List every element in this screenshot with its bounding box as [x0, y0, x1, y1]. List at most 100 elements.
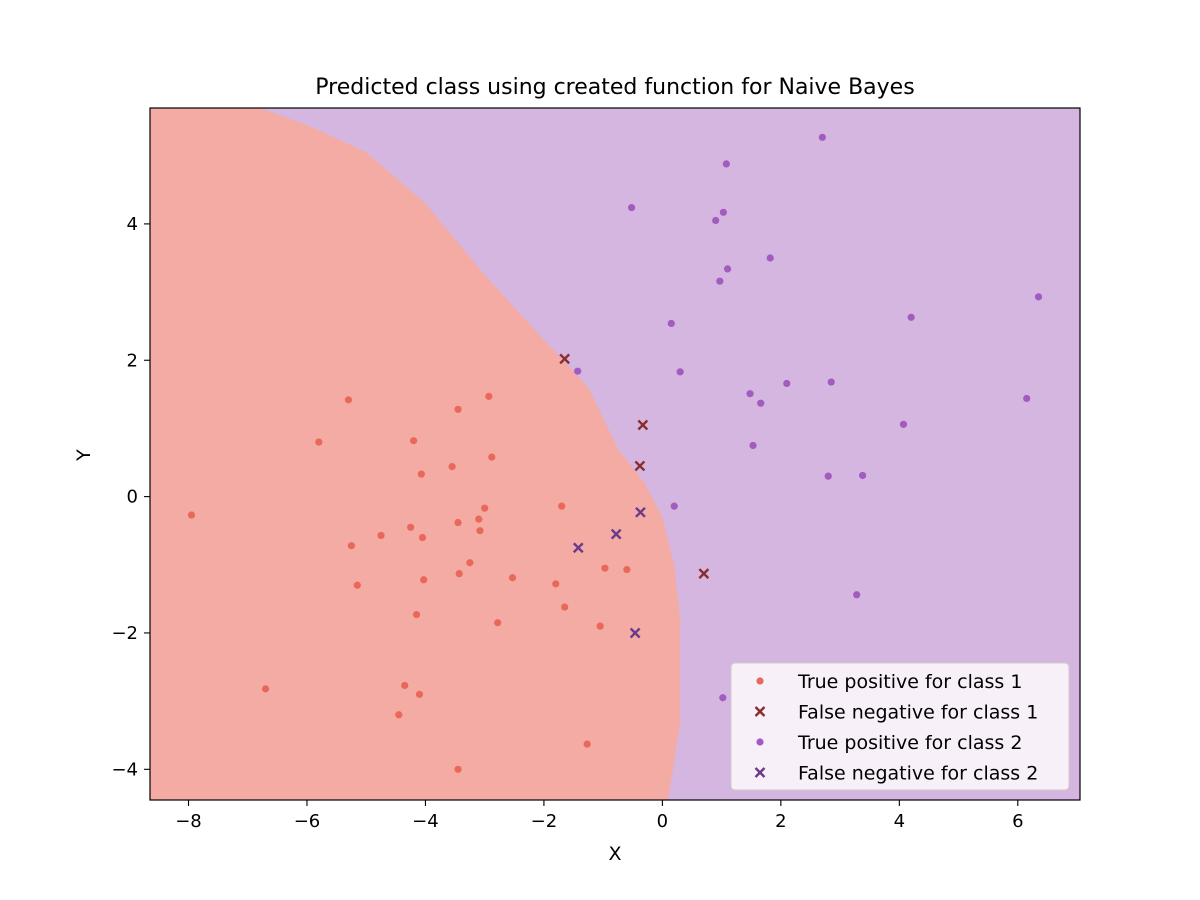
data-point — [859, 471, 867, 480]
data-point — [448, 463, 456, 471]
series-2 — [559, 353, 710, 579]
data-point — [395, 711, 403, 719]
data-point — [1023, 394, 1031, 403]
legend-label: True positive for class 2 — [797, 732, 1022, 754]
data-point — [824, 472, 832, 480]
data-point — [601, 564, 609, 572]
data-point — [187, 511, 196, 519]
data-point-x-marker — [559, 353, 570, 365]
data-point — [907, 313, 915, 321]
data-point — [558, 502, 566, 510]
data-point — [488, 453, 496, 461]
data-point — [583, 740, 591, 748]
data-point — [353, 581, 361, 589]
y-tick-label: 2 — [127, 350, 138, 371]
data-point — [347, 542, 356, 550]
data-point — [418, 533, 427, 542]
legend-item: True positive for class 2 — [756, 732, 1022, 754]
x-tick-label: 4 — [894, 811, 905, 832]
data-point — [757, 399, 765, 407]
data-point — [481, 504, 489, 512]
data-point — [508, 574, 517, 582]
data-point-x-marker — [629, 627, 641, 639]
data-point — [415, 690, 424, 698]
legend-box — [730, 662, 1070, 791]
data-point — [401, 681, 409, 690]
data-points — [187, 133, 1043, 773]
y-tick-label: −4 — [111, 759, 138, 780]
data-point — [420, 576, 428, 584]
data-point — [476, 527, 484, 535]
x-axis-label: X — [608, 843, 621, 865]
data-point — [412, 610, 421, 619]
x-axis-ticks: −8 −6 −4 −2 0 2 4 6 — [175, 800, 1024, 832]
y-axis-ticks: −4 −2 0 2 4 — [111, 214, 150, 780]
data-point-x-marker — [635, 506, 646, 518]
data-point-x-marker — [698, 568, 710, 579]
plot-frame — [149, 107, 1081, 801]
data-point-x-marker — [637, 419, 649, 431]
data-point — [853, 591, 861, 599]
chart-title: Predicted class using created function f… — [315, 75, 914, 100]
legend-item: False negative for class 2 — [754, 763, 1038, 785]
data-point — [676, 368, 684, 376]
legend-label: True positive for class 1 — [797, 671, 1022, 693]
data-point — [315, 438, 323, 446]
legend-x-marker — [754, 706, 766, 717]
x-tick-label: 0 — [657, 811, 668, 832]
data-point — [627, 203, 636, 212]
x-tick-label: −8 — [175, 811, 202, 832]
y-tick-label: 0 — [127, 487, 138, 508]
data-point-x-marker — [610, 528, 622, 540]
legend-dot-marker — [756, 738, 764, 746]
series-3 — [574, 133, 1043, 702]
data-point — [899, 420, 908, 428]
data-point-x-marker — [572, 542, 584, 554]
data-point — [455, 570, 463, 578]
data-point — [723, 265, 732, 273]
y-axis-label: Y — [73, 449, 95, 462]
legend-label: False negative for class 2 — [798, 763, 1038, 785]
data-point — [1034, 293, 1043, 301]
x-tick-label: −2 — [531, 811, 558, 832]
data-point — [667, 319, 675, 328]
data-point — [670, 502, 678, 510]
data-point — [552, 580, 560, 588]
data-point — [719, 208, 728, 216]
data-point — [561, 603, 569, 611]
data-point — [475, 515, 483, 523]
data-point — [466, 559, 474, 567]
legend-items: True positive for class 1 False negative … — [754, 671, 1038, 785]
data-point-x-marker — [634, 460, 646, 472]
legend-item: False negative for class 1 — [754, 702, 1038, 724]
data-point — [454, 765, 462, 773]
data-point — [818, 133, 826, 141]
legend-dot-marker — [756, 677, 764, 685]
data-point — [722, 160, 730, 168]
data-point — [417, 470, 425, 478]
data-point — [261, 685, 270, 693]
x-tick-label: 6 — [1012, 811, 1023, 832]
data-point — [712, 216, 720, 225]
data-point — [407, 523, 415, 531]
data-point — [766, 254, 774, 262]
data-point — [746, 390, 754, 398]
legend-label: False negative for class 1 — [798, 702, 1038, 724]
data-point — [716, 277, 724, 285]
y-tick-label: −2 — [111, 623, 138, 644]
data-point — [596, 622, 604, 630]
data-point — [749, 441, 757, 450]
x-tick-label: 2 — [775, 811, 786, 832]
data-point — [344, 396, 353, 404]
data-point — [377, 531, 385, 540]
data-point — [409, 437, 418, 445]
data-point — [827, 378, 835, 386]
data-point — [454, 518, 462, 527]
legend: True positive for class 1 False negative … — [730, 662, 1070, 791]
x-tick-label: −6 — [294, 811, 321, 832]
data-point — [485, 392, 493, 400]
legend-x-marker — [754, 767, 766, 778]
series-4 — [572, 506, 646, 639]
data-point — [719, 694, 727, 702]
